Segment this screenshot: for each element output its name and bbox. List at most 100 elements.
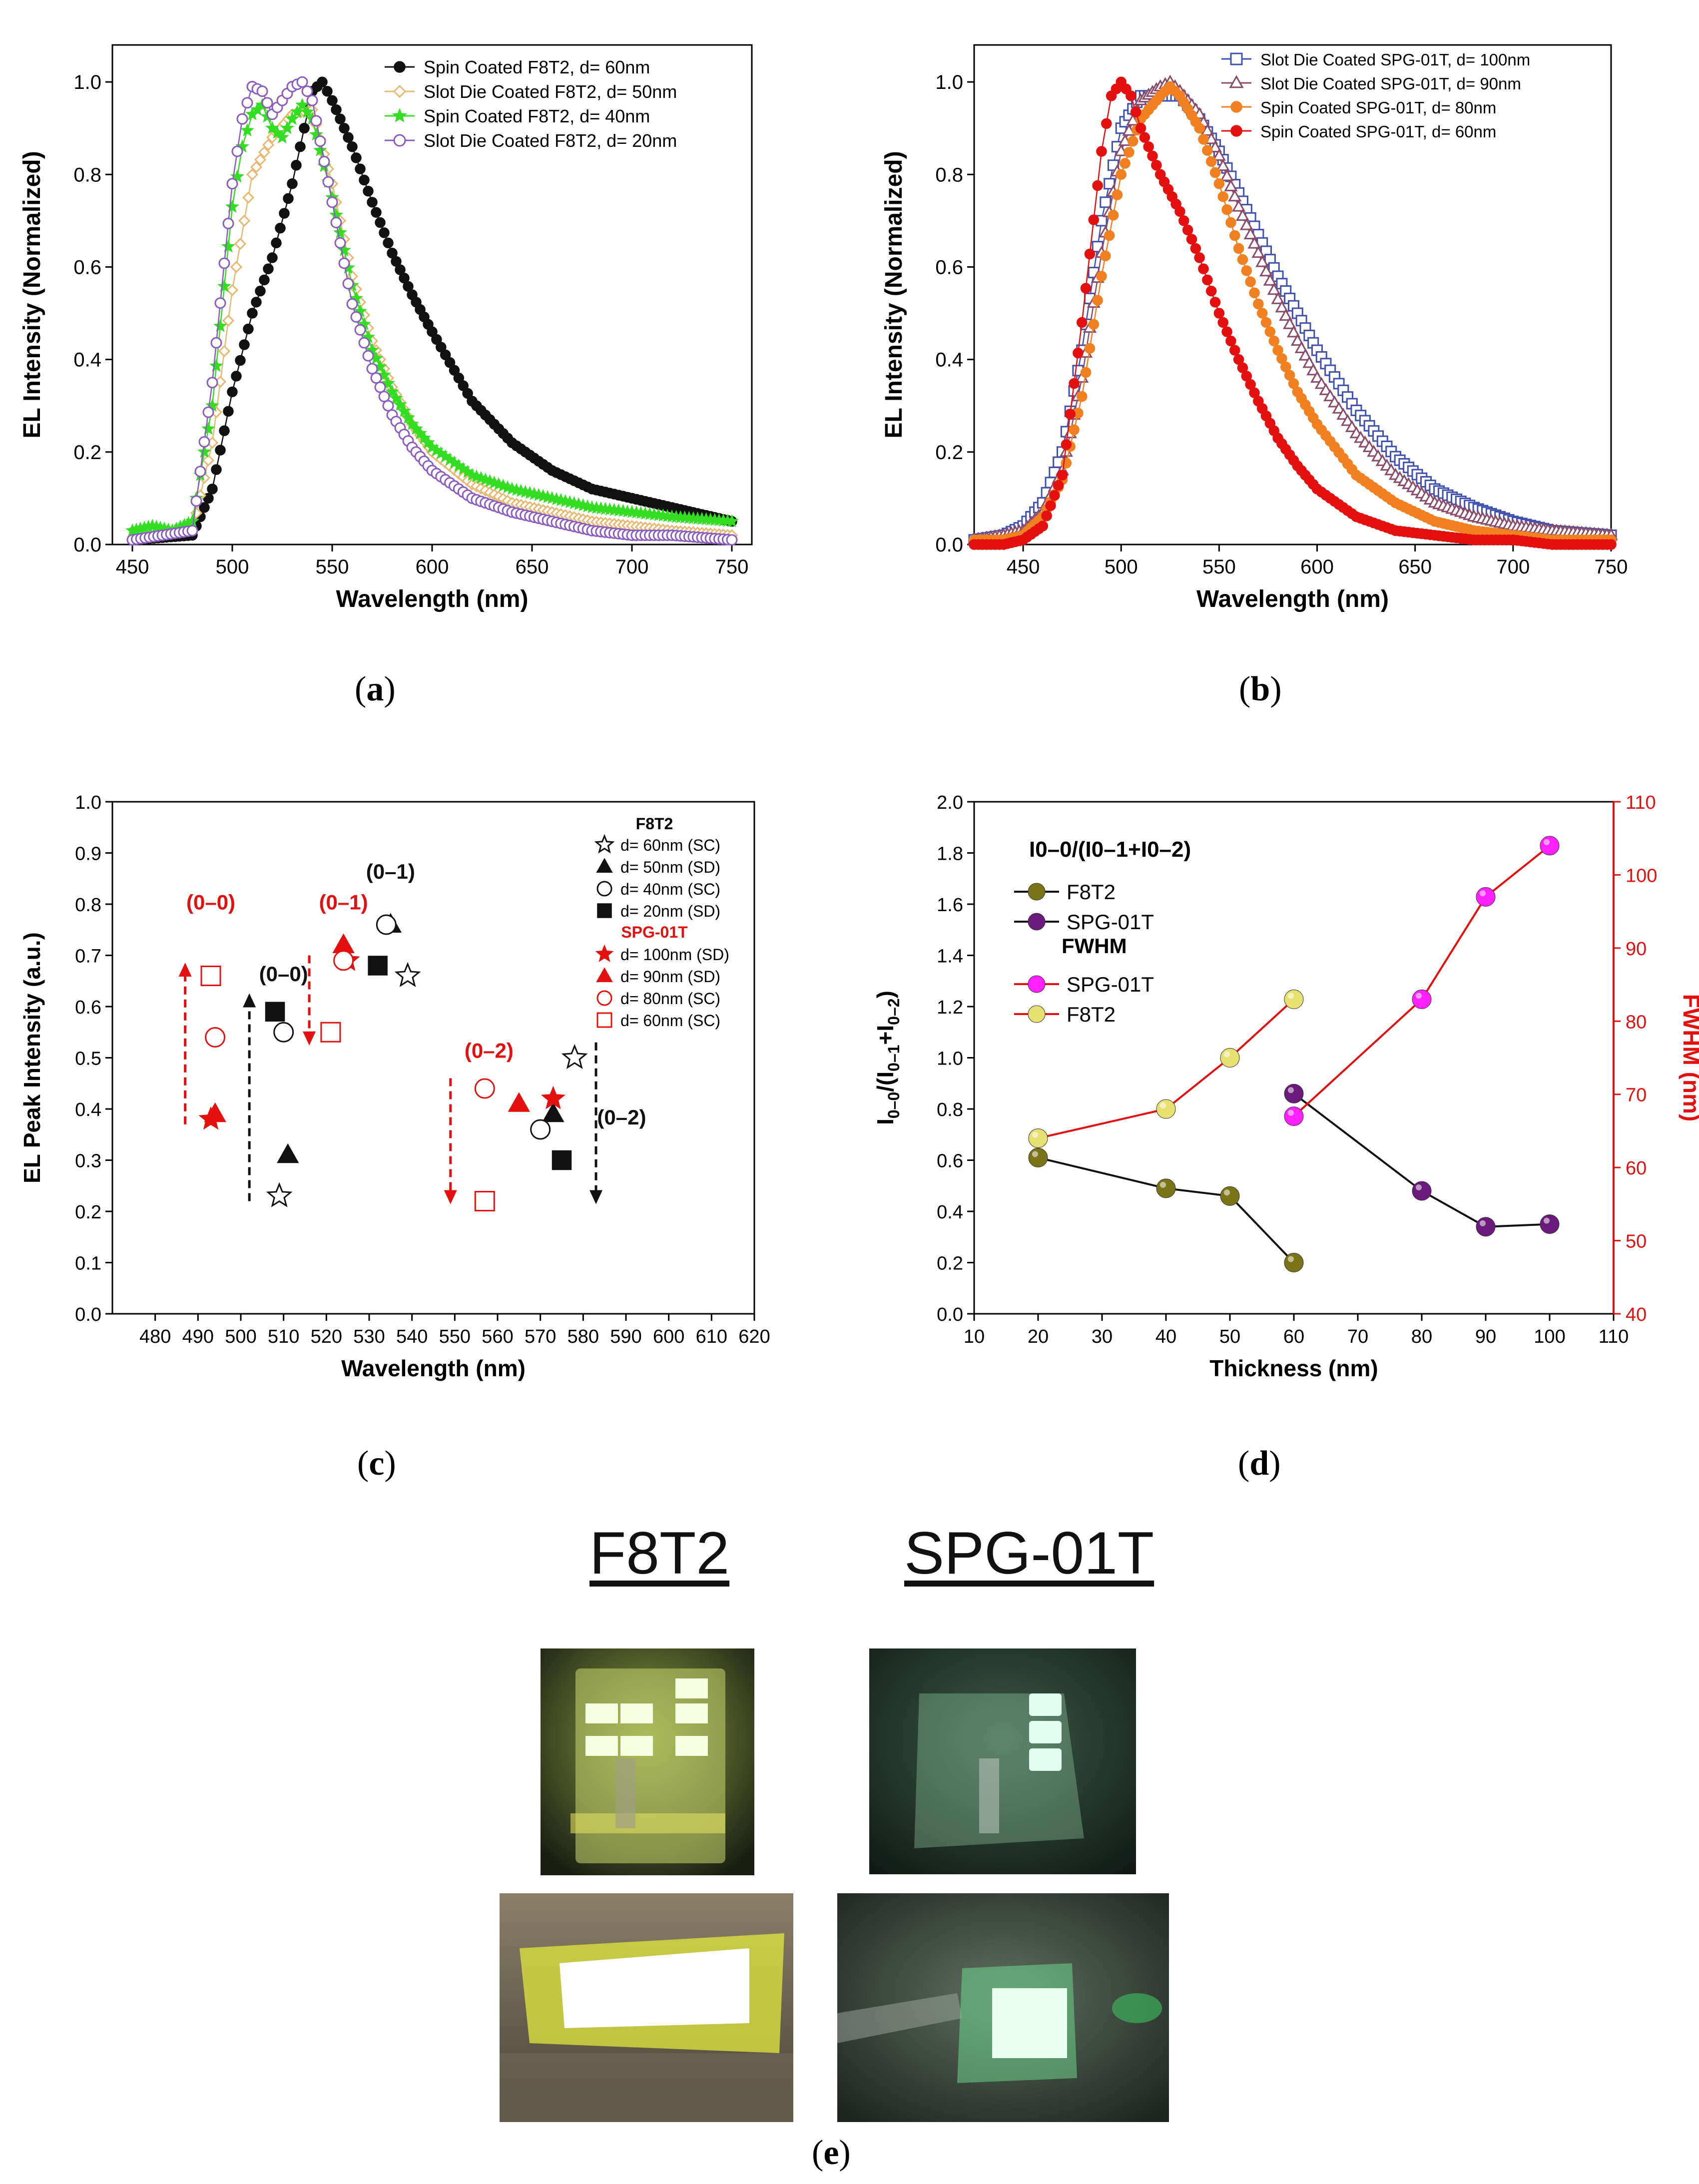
data-point	[218, 257, 230, 269]
y-axis-label: EL Intensity (Normalized)	[19, 151, 45, 438]
data-point-highlight	[1480, 890, 1486, 897]
x-tick-label: 610	[696, 1326, 727, 1347]
data-point	[1247, 236, 1261, 249]
series-line	[1038, 998, 1295, 1139]
legend-label: d= 50nm (SD)	[620, 858, 720, 876]
data-point	[190, 495, 202, 507]
data-point	[1124, 147, 1134, 158]
data-point	[335, 113, 346, 124]
photo-title-spg: SPG-01T	[904, 1520, 1154, 1587]
series-0	[1028, 1147, 1304, 1272]
data-point	[320, 1022, 341, 1043]
data-point-highlight	[1416, 1184, 1422, 1190]
data-point	[1156, 1178, 1176, 1198]
data-point	[306, 94, 318, 106]
data-point	[1290, 334, 1304, 346]
data-point	[1345, 420, 1359, 432]
data-point	[317, 76, 328, 87]
data-point	[1077, 391, 1088, 402]
data-point	[401, 410, 415, 424]
data-point	[239, 339, 250, 350]
data-point	[1284, 1253, 1304, 1272]
y-tick-label: 0.4	[75, 1099, 101, 1120]
plot-frame	[973, 44, 1612, 546]
data-point	[221, 239, 235, 253]
x-tick-label: 550	[439, 1326, 471, 1347]
y-tick-label: 1.8	[937, 844, 963, 865]
data-point	[1028, 1147, 1048, 1167]
data-point	[217, 279, 231, 293]
y-axis-label: EL Intensity (Normalized)	[881, 151, 907, 438]
photo-f8t2-device-lit	[500, 1893, 793, 2122]
data-point	[1205, 285, 1217, 297]
data-point	[342, 278, 354, 290]
data-point	[1217, 317, 1228, 328]
data-point	[258, 146, 271, 158]
data-point	[1340, 414, 1355, 426]
data-point	[226, 178, 238, 190]
data-point	[1235, 209, 1250, 221]
data-point	[1112, 189, 1123, 200]
data-point	[1049, 490, 1060, 501]
series-3	[1028, 989, 1304, 1148]
legend-marker	[1028, 913, 1046, 931]
data-point	[1100, 196, 1112, 208]
right-tick-label: 40	[1626, 1304, 1647, 1325]
data-point	[1202, 274, 1213, 286]
data-point	[1279, 309, 1293, 321]
x-tick-label: 580	[567, 1326, 599, 1347]
series-line	[1038, 1156, 1295, 1263]
y-tick-label: 1.2	[937, 997, 963, 1018]
peak-annotation: (0–0)	[259, 962, 308, 986]
x-axis-label: Wavelength (nm)	[341, 1355, 526, 1381]
series-7	[200, 966, 495, 1211]
data-point	[1198, 263, 1209, 274]
data-point	[368, 956, 388, 976]
photo-title-f8t2: F8T2	[589, 1520, 730, 1587]
data-point	[397, 404, 411, 418]
y-tick-label: 0.8	[73, 164, 101, 186]
series-line	[1293, 845, 1551, 1117]
x-tick-label: 560	[482, 1326, 513, 1347]
legend-label: d= 80nm (SC)	[620, 990, 720, 1008]
y-tick-label: 0.3	[75, 1151, 101, 1172]
data-point	[1084, 343, 1096, 354]
legend-title: FWHM	[1062, 934, 1127, 958]
data-point-highlight	[1288, 993, 1294, 999]
data-point	[375, 217, 386, 228]
x-tick-label: 20	[1028, 1326, 1049, 1347]
data-point	[1233, 243, 1244, 254]
photo-f8t2-device-top	[541, 1648, 754, 1875]
series-line	[1293, 1092, 1550, 1228]
data-point	[366, 363, 378, 375]
legend-marker	[394, 61, 406, 73]
x-tick-label: 570	[525, 1326, 556, 1347]
data-point	[291, 159, 302, 171]
data-point	[1540, 1214, 1560, 1234]
data-point	[1216, 159, 1230, 171]
x-tick-label: 500	[1105, 556, 1138, 578]
data-point	[347, 141, 358, 152]
data-point	[1327, 395, 1341, 408]
data-point	[219, 425, 230, 436]
data-point	[200, 966, 221, 986]
data-point	[1194, 122, 1205, 134]
data-point	[313, 143, 327, 156]
legend-label: SPG-01T	[1067, 973, 1154, 996]
data-point	[1606, 539, 1617, 550]
data-point	[1069, 424, 1080, 436]
x-tick-label: 600	[416, 556, 449, 578]
arrow-head	[303, 1031, 316, 1046]
data-point	[1088, 214, 1100, 225]
data-point	[725, 514, 739, 528]
y-tick-label: 0.0	[73, 534, 101, 556]
data-point	[381, 376, 395, 390]
data-point	[1283, 317, 1297, 329]
peak-annotation: (0–1)	[366, 860, 415, 883]
peak-annotation: (0–2)	[597, 1105, 646, 1129]
x-axis-label: Wavelength (nm)	[336, 586, 529, 612]
data-point	[262, 138, 275, 151]
data-point	[376, 914, 397, 935]
data-point	[231, 145, 243, 157]
legend-marker	[392, 108, 408, 122]
